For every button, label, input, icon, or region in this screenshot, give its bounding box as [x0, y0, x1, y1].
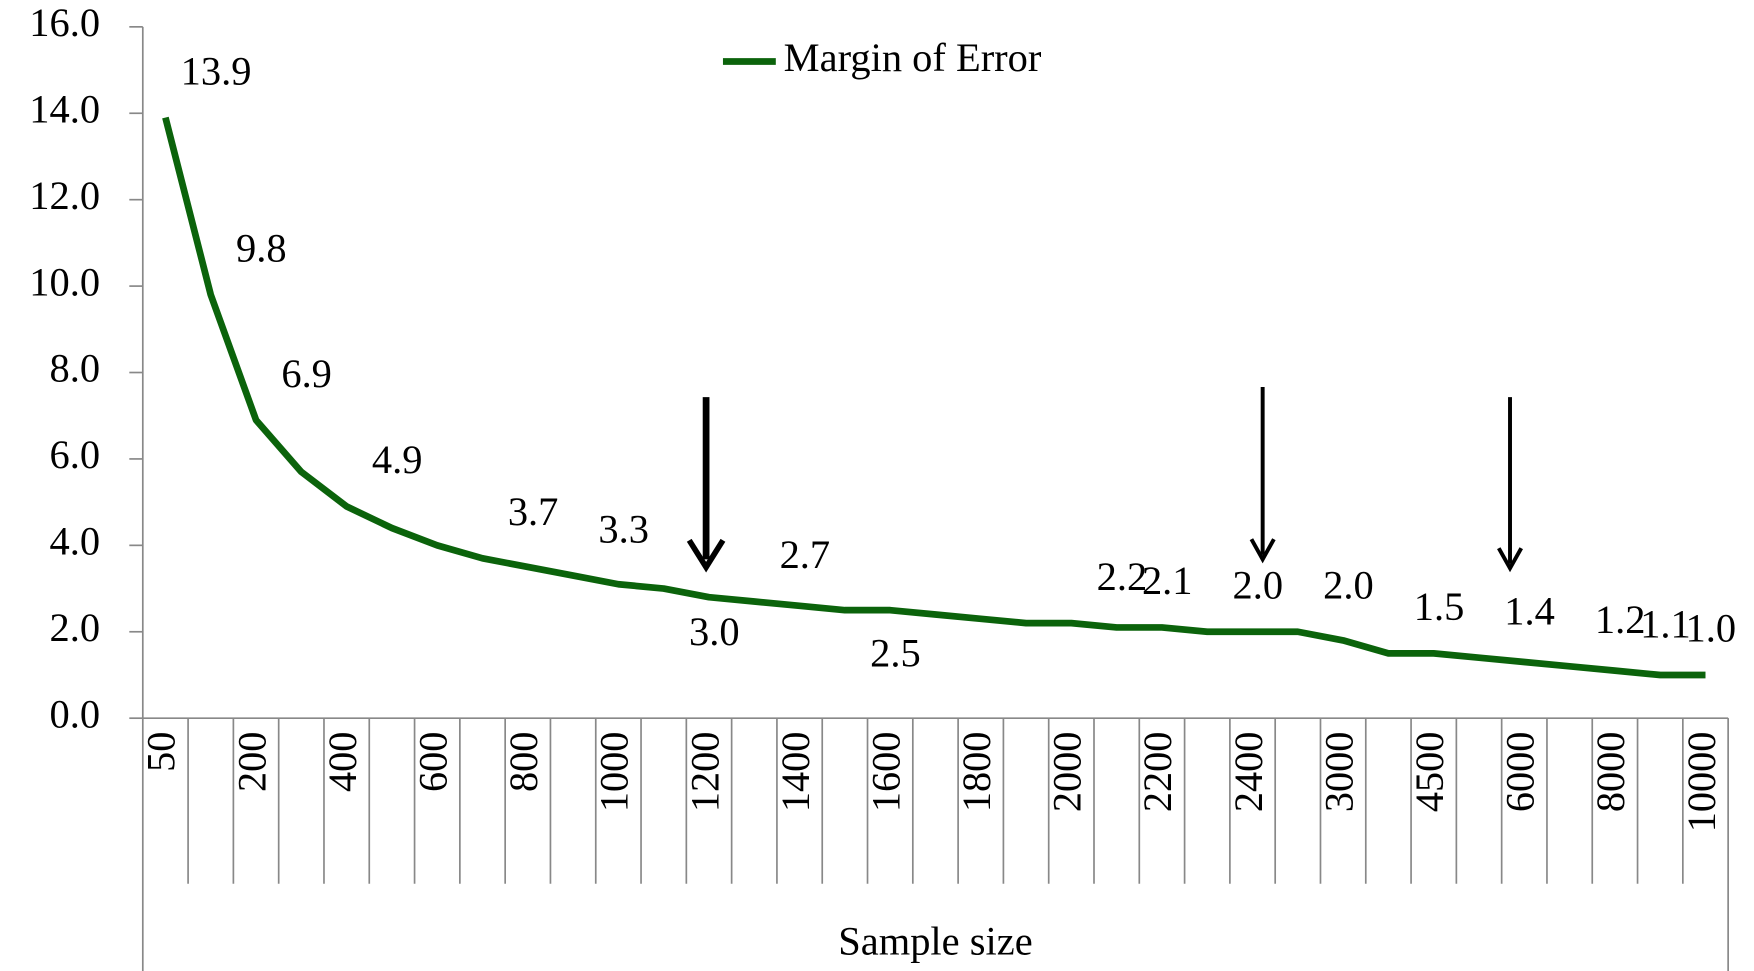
- x-tick-label: 3000: [1316, 732, 1361, 813]
- data-label: 13.9: [181, 48, 252, 93]
- data-label: 2.0: [1323, 563, 1374, 608]
- data-label: 4.9: [372, 437, 423, 482]
- legend-label: Margin of Error: [784, 35, 1042, 80]
- x-tick-label: 1800: [954, 732, 999, 813]
- arrow-head: [1497, 547, 1523, 573]
- arrow-head: [1249, 538, 1276, 564]
- x-tick-label: 10000: [1679, 732, 1724, 833]
- x-tick-label: 400: [320, 732, 365, 792]
- data-label: 2.5: [870, 630, 921, 675]
- x-tick-label: 1600: [863, 732, 908, 813]
- data-label: 1.0: [1686, 606, 1737, 651]
- arrow-head: [686, 538, 726, 573]
- y-tick-label: 8.0: [49, 346, 100, 391]
- data-label: 3.3: [598, 506, 649, 551]
- x-tick-label: 1400: [773, 732, 818, 813]
- x-tick-label: 1200: [682, 732, 727, 813]
- x-tick-label: 2200: [1135, 732, 1180, 813]
- data-label: 1.2: [1595, 597, 1646, 642]
- x-tick-label: 1000: [592, 732, 637, 813]
- data-label: 2.7: [780, 532, 831, 577]
- arrows: [686, 387, 1523, 573]
- data-label: 2.0: [1233, 563, 1284, 608]
- data-label: 3.0: [689, 609, 740, 654]
- x-tick-label: 2400: [1226, 732, 1271, 813]
- y-tick-label: 2.0: [49, 605, 100, 650]
- x-tick-label: 200: [229, 732, 274, 792]
- data-label: 6.9: [281, 351, 332, 396]
- x-tick-label: 4500: [1407, 732, 1452, 813]
- y-tick-label: 12.0: [29, 173, 100, 218]
- data-label: 1.1: [1640, 601, 1691, 646]
- y-tick-label: 10.0: [29, 259, 100, 304]
- y-tick-label: 14.0: [29, 87, 100, 132]
- data-line: [162, 116, 1706, 679]
- data-label: 9.8: [236, 226, 287, 271]
- x-axis-title: Sample size: [838, 919, 1032, 964]
- y-tick-label: 16.0: [29, 0, 100, 45]
- data-label: 2.2: [1097, 554, 1148, 599]
- data-label: 1.4: [1504, 589, 1555, 634]
- y-tick-label: 0.0: [49, 692, 100, 737]
- y-tick-label: 6.0: [49, 432, 100, 477]
- x-tick-label: 50: [139, 732, 184, 772]
- y-tick-label: 4.0: [49, 519, 100, 564]
- data-label: 2.1: [1142, 558, 1193, 603]
- x-tick-label: 2000: [1045, 732, 1090, 813]
- x-tick-label: 8000: [1588, 732, 1633, 813]
- data-label: 1.5: [1414, 584, 1465, 629]
- x-tick-label: 600: [410, 732, 455, 792]
- data-label: 3.7: [508, 489, 559, 534]
- x-tick-label: 800: [501, 732, 546, 792]
- x-tick-label: 6000: [1498, 732, 1543, 813]
